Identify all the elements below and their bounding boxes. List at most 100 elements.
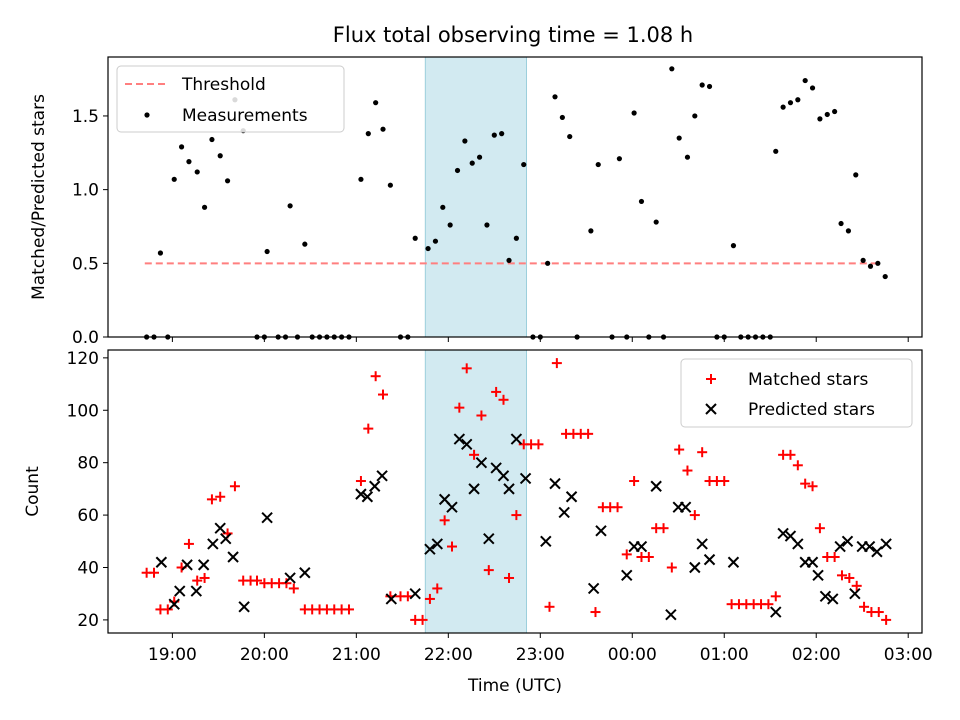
y-tick-label: 60 bbox=[77, 506, 99, 526]
bottom-subplot: 20 40 60 80 100 120 19:00 20:00 21:00 22:00 23:00 0… bbox=[23, 349, 933, 696]
matched-star-marker bbox=[763, 599, 774, 610]
measurement-point bbox=[684, 154, 691, 160]
marker-stroke bbox=[519, 472, 532, 485]
marker-stroke bbox=[827, 593, 839, 605]
predicted-star-marker bbox=[424, 543, 436, 555]
measurement-point bbox=[302, 241, 308, 247]
predicted-star-marker bbox=[792, 538, 804, 550]
legend-measurement-swatch bbox=[144, 112, 150, 118]
measurement-point bbox=[809, 85, 816, 91]
y-tick-label: 1.0 bbox=[72, 181, 99, 201]
matched-star-marker bbox=[829, 552, 840, 563]
matched-star-marker bbox=[859, 601, 870, 612]
top-legend: Threshold Measurements bbox=[116, 65, 345, 133]
measurement-point bbox=[186, 159, 192, 165]
marker-stroke bbox=[819, 590, 832, 603]
measurement-point bbox=[157, 250, 164, 256]
measurement-point bbox=[491, 132, 497, 138]
measurement-point bbox=[773, 148, 779, 154]
measurement-point bbox=[521, 161, 527, 168]
y-tick-label: 100 bbox=[67, 401, 99, 421]
predicted-star-marker bbox=[369, 480, 381, 492]
marker-stroke bbox=[565, 491, 578, 503]
measurement-point bbox=[194, 169, 200, 175]
matched-star-marker bbox=[469, 449, 480, 460]
predicted-star-marker bbox=[190, 585, 203, 597]
predicted-star-marker bbox=[238, 601, 250, 613]
measurement-point bbox=[432, 238, 439, 244]
matched-star-marker bbox=[199, 572, 210, 583]
measurement-point bbox=[838, 220, 844, 227]
marker-stroke bbox=[168, 598, 180, 610]
legend-matched-label: Matched stars bbox=[748, 370, 868, 390]
marker-stroke bbox=[784, 530, 797, 542]
measurement-point bbox=[454, 167, 461, 174]
marker-stroke bbox=[621, 569, 633, 582]
matched-star-marker bbox=[363, 423, 374, 434]
marker-stroke bbox=[190, 585, 203, 597]
matched-star-marker bbox=[355, 476, 366, 487]
x-tick-label: 20:00 bbox=[240, 645, 289, 665]
x-tick-label: 00:00 bbox=[608, 645, 657, 665]
matched-star-marker bbox=[697, 447, 708, 458]
measurement-point bbox=[787, 100, 794, 106]
matched-star-marker bbox=[658, 523, 669, 534]
matched-star-marker bbox=[215, 491, 226, 502]
matched-star-marker bbox=[590, 607, 601, 618]
y-tick-label: 0.0 bbox=[72, 328, 99, 348]
marker-stroke bbox=[376, 470, 388, 482]
legend-box bbox=[680, 358, 913, 428]
top-axes-frame bbox=[107, 56, 923, 338]
matched-star-marker bbox=[192, 575, 203, 586]
marker-stroke bbox=[261, 511, 273, 524]
predicted-star-marker bbox=[519, 472, 532, 485]
matched-star-marker bbox=[682, 465, 693, 476]
matched-star-marker bbox=[206, 494, 217, 505]
measurement-point bbox=[171, 176, 177, 182]
predicted-star-marker bbox=[409, 587, 421, 600]
matched-star-marker bbox=[417, 614, 428, 625]
y-tick-label: 20 bbox=[77, 611, 99, 631]
measurement-point bbox=[447, 222, 453, 228]
marker-stroke bbox=[792, 538, 804, 550]
marker-stroke bbox=[871, 546, 883, 558]
measurement-point bbox=[669, 66, 675, 72]
marker-stroke bbox=[446, 501, 458, 513]
x-axis-label: Time (UTC) bbox=[467, 676, 562, 696]
predicted-star-marker bbox=[181, 559, 193, 571]
matched-star-marker bbox=[643, 552, 654, 563]
matched-star-marker bbox=[807, 481, 818, 492]
matched-star-marker bbox=[229, 481, 240, 492]
marker-stroke bbox=[468, 483, 480, 495]
marker-stroke bbox=[355, 488, 367, 500]
measurement-point bbox=[209, 136, 215, 143]
matched-star-marker bbox=[343, 604, 354, 615]
marker-stroke bbox=[490, 462, 502, 474]
predicted-star-marker bbox=[834, 540, 846, 553]
measurement-point bbox=[425, 245, 431, 252]
measurement-point bbox=[412, 235, 418, 241]
measurement-point bbox=[440, 204, 446, 210]
predicted-star-marker bbox=[497, 470, 510, 482]
measurement-point bbox=[882, 273, 888, 280]
y-tick-label: 80 bbox=[77, 454, 99, 474]
legend-predicted-swatch bbox=[705, 403, 717, 415]
marker-stroke bbox=[503, 483, 515, 495]
marker-stroke bbox=[424, 543, 436, 555]
matched-star-marker bbox=[612, 502, 623, 513]
marker-stroke bbox=[155, 556, 168, 568]
predicted-star-marker bbox=[558, 506, 570, 519]
predicted-star-marker bbox=[635, 540, 648, 553]
predicted-star-marker bbox=[841, 535, 854, 547]
matched-star-marker bbox=[476, 410, 487, 421]
predicted-star-marker bbox=[549, 477, 561, 490]
matched-star-marker bbox=[454, 402, 465, 413]
marker-stroke bbox=[483, 532, 495, 545]
matched-star-marker bbox=[461, 363, 472, 374]
marker-stroke bbox=[558, 506, 570, 519]
predicted-star-marker bbox=[299, 567, 311, 579]
matched-star-marker bbox=[183, 538, 194, 549]
marker-stroke bbox=[665, 608, 677, 621]
predicted-star-marker bbox=[453, 433, 466, 445]
measurement-point bbox=[699, 82, 705, 88]
